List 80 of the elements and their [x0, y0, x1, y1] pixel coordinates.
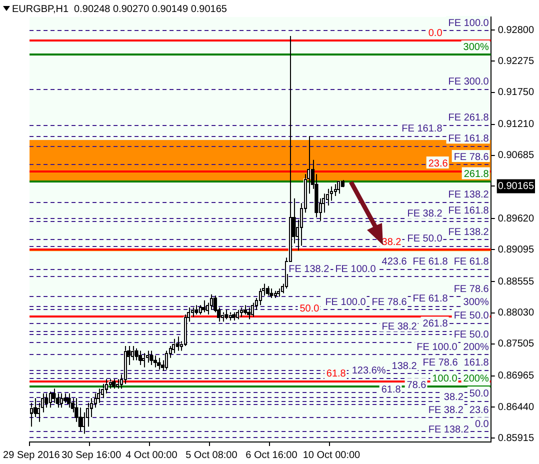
y-tick-label: 0.85915 [498, 432, 534, 444]
annotation: 300% [463, 42, 489, 54]
x-tick-label: 29 Sep 2016 [3, 450, 60, 461]
y-tick-label: 0.92800 [498, 24, 534, 36]
annotation: FE 138.2 [448, 190, 490, 201]
annotation: 123.6% [352, 366, 386, 377]
y-tick-label: 0.88555 [498, 276, 534, 288]
annotation: 261.8 [464, 168, 490, 180]
x-tick-label: 10 Oct 00:00 [302, 450, 361, 461]
annotation: FE 50.0 [407, 234, 443, 245]
annotation: 38.2 [444, 392, 464, 403]
candlestick [333, 184, 338, 197]
annotation: 261.8 [422, 318, 448, 330]
y-tick-label: 0.91210 [498, 119, 534, 130]
annotation: FE 100.0 [416, 342, 458, 354]
y-tick-label: 0.87505 [498, 338, 534, 350]
annotation: FE 78.6 [454, 284, 490, 295]
annotation: FE 138.2 [288, 264, 330, 275]
annotation: FE 161.8 [402, 123, 443, 134]
candlestick [190, 306, 195, 318]
annotation: FE 138.2 [448, 227, 490, 238]
annotation: 0.0 [474, 419, 490, 430]
annotation: 61.8 [381, 384, 402, 396]
candlestick [258, 288, 262, 306]
x-tick-label: 6 Oct 16:00 [246, 450, 298, 461]
annotation: 23.6 [428, 158, 448, 170]
annotation: 78.6 [406, 380, 427, 391]
candlestick [142, 352, 146, 368]
annotation: 161.8 [464, 357, 490, 368]
y-tick-label: 0.89095 [498, 244, 534, 256]
annotation: 61.8 [326, 368, 346, 380]
annotation: FE 78.6 [422, 357, 458, 368]
y-tick-label: 0.90685 [498, 150, 534, 162]
y-tick-label: 0.86965 [498, 370, 534, 382]
annotation: FE 61.8 [412, 256, 448, 268]
annotation: FE 38.2 [382, 321, 418, 332]
annotation: FE 161.8 [448, 206, 490, 217]
candlestick [240, 306, 244, 318]
annotation: 50.0 [469, 388, 490, 400]
annotation: 200% [463, 373, 489, 384]
annotation: FE 50.0 [454, 310, 490, 322]
annotation: FE 38.2 [428, 404, 464, 416]
x-tick-label: 5 Oct 08:00 [186, 450, 238, 461]
annotation: FE 61.8 [412, 293, 448, 304]
candlestick [277, 288, 281, 298]
annotation: 38.2 [382, 237, 402, 248]
y-tick-label: 0.92275 [498, 56, 534, 67]
annotation: FE 78.6 [454, 152, 490, 163]
annotation: 138.2 [392, 360, 418, 372]
annotation: FE 38.2 [407, 208, 443, 220]
annotation: FE 300.0 [448, 76, 490, 88]
annotation: FE 261.8 [448, 112, 490, 124]
annotation: 0.0 [428, 28, 443, 39]
annotation: FE 100.0 [325, 296, 366, 308]
annotation: FE 61.8 [454, 256, 490, 268]
candlestick [330, 186, 334, 202]
candlestick [146, 350, 150, 364]
annotation: FE 100.0 [335, 264, 376, 275]
annotation: 100.0 [432, 373, 458, 384]
annotation: FE 161.8 [448, 133, 490, 144]
y-tick-label: 0.86440 [498, 402, 534, 413]
y-tick-label: 0.89620 [498, 213, 534, 224]
annotation: FE 138.2 [428, 424, 470, 436]
annotation: FE 50.0 [454, 330, 490, 341]
candlestick [250, 302, 255, 318]
y-tick-label: 0.91750 [498, 87, 534, 98]
annotation: FE 78.6 [372, 296, 408, 308]
candlestick [48, 391, 52, 408]
annotation: 50.0 [300, 303, 320, 314]
x-tick-label: 30 Sep 16:00 [62, 450, 122, 461]
annotation: FE 100.0 [448, 18, 490, 29]
chart-title: EURGBP,H1 0.90248 0.90270 0.90149 0.90165 [12, 4, 228, 15]
annotation: 200% [463, 342, 489, 354]
candlestick [82, 412, 86, 434]
annotation: 300% [463, 296, 489, 308]
annotation: 23.6 [469, 404, 490, 416]
y-tick-label: 0.90165 [498, 180, 534, 192]
y-tick-label: 0.88030 [498, 308, 534, 319]
annotation: 423.6 [382, 256, 408, 268]
x-tick-label: 4 Oct 00:00 [126, 450, 178, 461]
